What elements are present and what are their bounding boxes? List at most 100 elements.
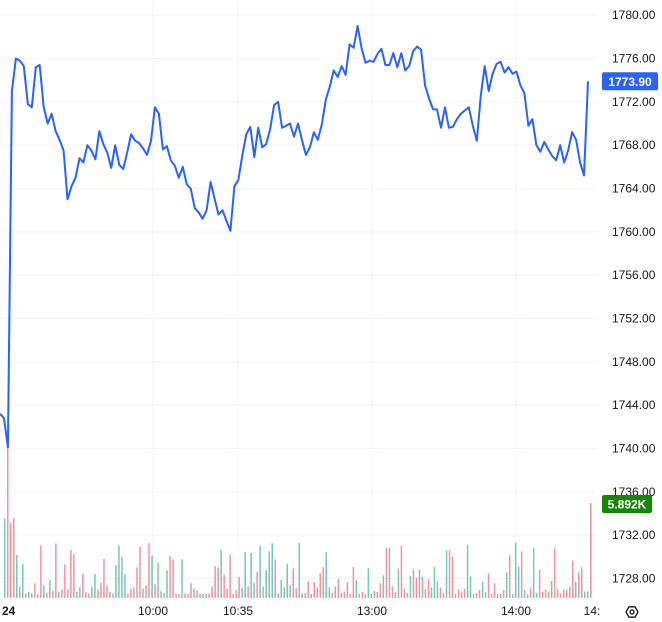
volume-bar xyxy=(127,594,129,598)
volume-bar xyxy=(130,588,132,598)
volume-bar xyxy=(223,574,225,598)
y-tick-label: 1740.00 xyxy=(612,442,656,456)
volume-bar xyxy=(211,586,213,598)
volume-bar xyxy=(214,565,216,598)
volume-bar xyxy=(526,593,529,598)
volume-bar xyxy=(283,587,285,598)
volume-bar xyxy=(508,555,511,598)
volume-bar xyxy=(403,588,406,598)
y-tick-label: 1756.00 xyxy=(612,268,656,282)
volume-bar xyxy=(415,578,418,598)
volume-bar xyxy=(37,593,39,598)
x-tick-label: 10:35 xyxy=(223,604,253,618)
y-tick-label: 1748.00 xyxy=(612,355,656,369)
volume-bar xyxy=(82,573,84,598)
volume-bar xyxy=(289,585,291,598)
volume-bar xyxy=(109,591,111,598)
volume-bar xyxy=(217,567,219,598)
volume-bar xyxy=(121,556,123,598)
volume-bar xyxy=(196,590,198,598)
volume-bar xyxy=(370,594,373,598)
volume-bar xyxy=(16,554,18,598)
volume-bar xyxy=(334,586,337,598)
volume-bar xyxy=(31,593,33,598)
volume-bar xyxy=(235,590,237,598)
volume-bar xyxy=(397,568,400,598)
volume-bar xyxy=(136,567,138,598)
volume-bar xyxy=(454,593,457,598)
volume-bar xyxy=(349,594,352,598)
volume-bar xyxy=(550,581,553,598)
volume-bar xyxy=(563,589,565,598)
volume-bar xyxy=(316,587,318,598)
volume-bar xyxy=(367,568,370,598)
volume-bar xyxy=(352,567,355,598)
volume-bar xyxy=(178,594,180,598)
volume-bar xyxy=(319,573,321,598)
volume-bar xyxy=(205,593,207,598)
volume-bar xyxy=(145,585,147,598)
volume-bar xyxy=(566,589,568,598)
volume-bar xyxy=(280,579,282,598)
volume-bar xyxy=(584,591,586,598)
x-tick-label: 10:00 xyxy=(138,604,168,618)
volume-bar xyxy=(40,545,42,598)
volume-bar xyxy=(226,588,228,598)
volume-bar xyxy=(517,566,520,598)
volume-bar xyxy=(163,593,165,598)
volume-bar xyxy=(268,551,270,598)
settings-gear-icon[interactable] xyxy=(625,606,639,618)
volume-bar xyxy=(91,586,93,598)
last-price-badge: 1773.90 xyxy=(602,72,658,91)
volume-bar xyxy=(556,588,559,598)
volume-bar xyxy=(442,593,445,598)
volume-bar xyxy=(439,587,442,598)
volume-bar xyxy=(76,591,78,598)
volume-bar xyxy=(424,589,427,598)
volume-bar xyxy=(457,589,460,598)
volume-bar xyxy=(361,592,364,598)
volume-bar xyxy=(208,593,210,598)
volume-bar xyxy=(463,588,466,598)
volume-bar xyxy=(448,550,451,598)
y-tick-label: 1776.00 xyxy=(612,52,656,66)
volume-bar xyxy=(88,593,90,598)
volume-bar xyxy=(487,573,490,598)
volume-bar xyxy=(544,589,547,598)
volume-bar xyxy=(409,575,412,598)
volume-bar xyxy=(535,593,538,598)
volume-bar xyxy=(271,543,273,598)
volume-bar xyxy=(103,558,105,598)
volume-bar xyxy=(325,552,327,598)
volume-bar xyxy=(274,559,276,598)
volume-bar xyxy=(139,546,141,598)
volume-bar xyxy=(61,589,63,598)
volume-bar xyxy=(322,567,324,598)
volume-bar xyxy=(43,585,45,598)
volume-bar xyxy=(538,569,541,598)
volume-bar xyxy=(514,542,517,598)
volume-bar xyxy=(313,582,315,598)
volume-bar xyxy=(547,591,550,598)
volume-bar xyxy=(541,591,544,598)
volume-bar xyxy=(175,594,177,598)
last-volume-badge: 5.892K xyxy=(602,495,652,513)
volume-bar xyxy=(286,563,288,598)
price-line xyxy=(0,25,589,449)
volume-bar xyxy=(340,593,343,598)
volume-bar xyxy=(13,517,15,598)
volume-bar xyxy=(259,545,261,598)
volume-bar xyxy=(430,587,433,598)
volume-bar xyxy=(238,577,240,598)
volume-bar xyxy=(34,583,36,598)
volume-bar xyxy=(133,587,135,598)
volume-bar xyxy=(106,585,108,598)
volume-bar xyxy=(590,503,592,598)
volume-bar xyxy=(70,550,72,598)
volume-bar xyxy=(358,593,361,598)
volume-bar xyxy=(523,590,526,598)
volume-bar xyxy=(181,559,183,598)
volume-bar xyxy=(472,593,475,598)
volume-bar xyxy=(22,563,24,598)
